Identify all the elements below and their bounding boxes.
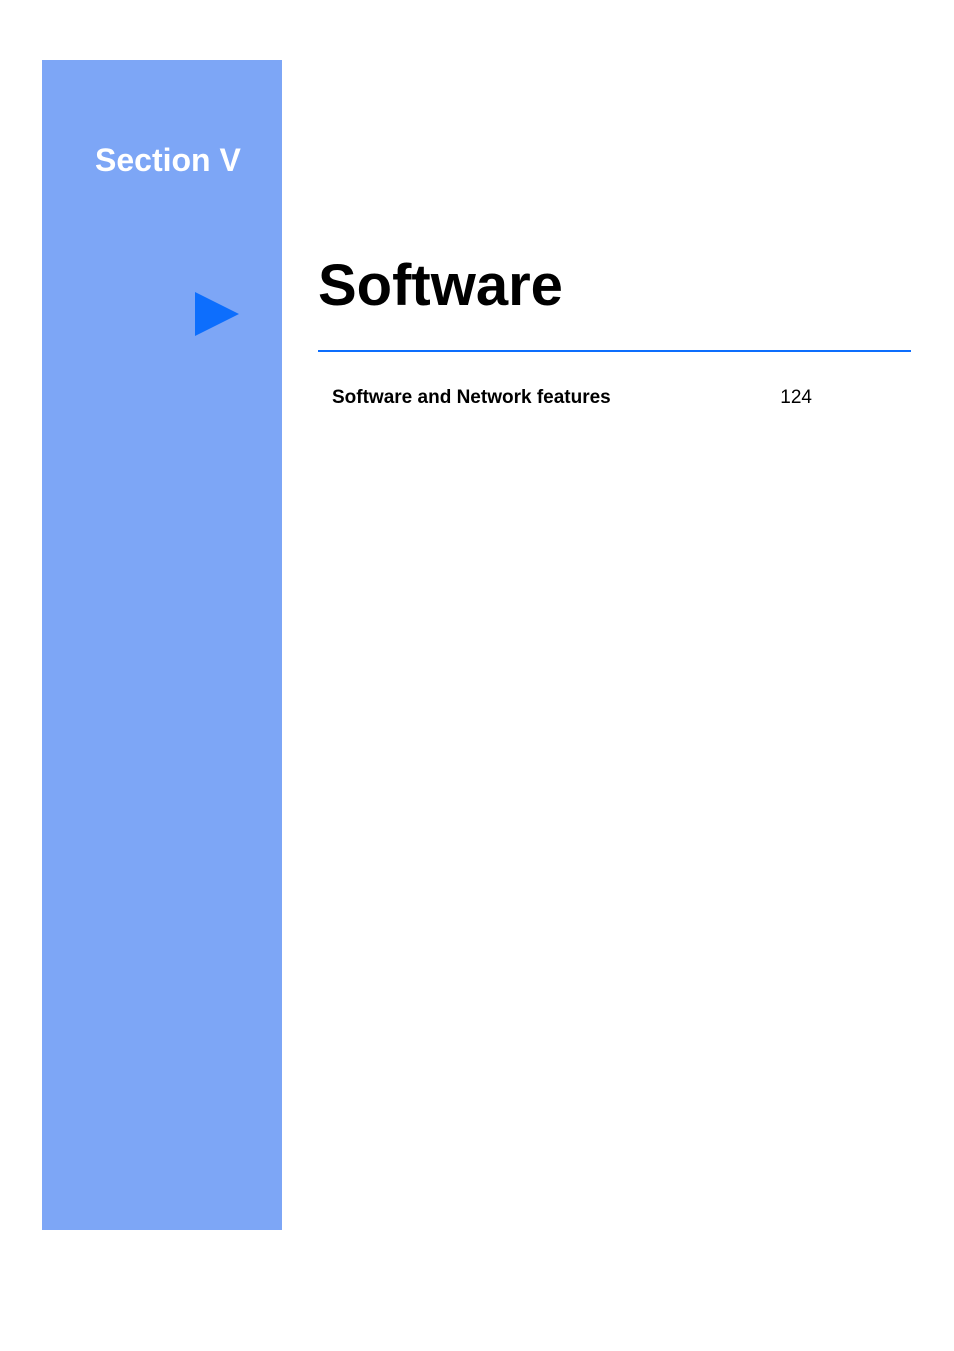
toc-item-page: 124 <box>780 387 812 409</box>
section-label: Section V <box>95 143 241 178</box>
title-divider <box>318 350 911 352</box>
page-title: Software <box>318 257 563 315</box>
toc-item-label[interactable]: Software and Network features <box>332 387 611 409</box>
play-icon <box>187 284 247 344</box>
toc-row: Software and Network features 124 <box>332 387 812 409</box>
section-sidebar: Section V <box>42 60 282 1230</box>
page: Section V Software Software and Network … <box>0 0 954 1351</box>
